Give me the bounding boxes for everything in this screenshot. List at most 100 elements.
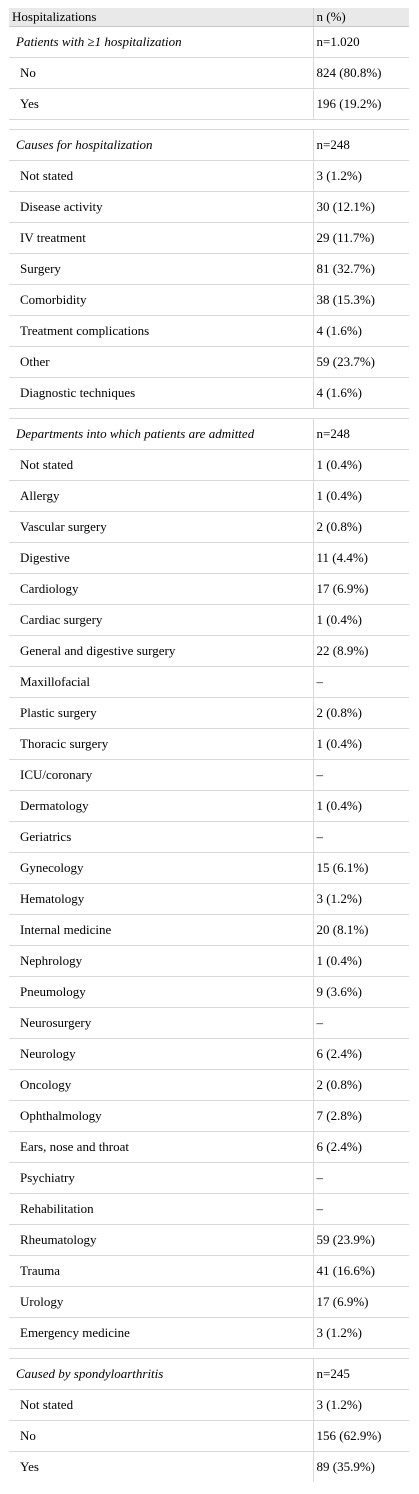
header-value: n (%) xyxy=(312,8,409,27)
row-label: Gynecology xyxy=(9,852,313,884)
row-value: 9 (3.6%) xyxy=(312,976,409,1008)
table-row: Thoracic surgery 1 (0.4%) xyxy=(9,728,409,760)
row-label: Allergy xyxy=(9,480,313,512)
section-header-row: Departments into which patients are admi… xyxy=(9,418,409,450)
row-label: Urology xyxy=(9,1286,313,1318)
row-value: 1 (0.4%) xyxy=(312,945,409,977)
section-header-row: Caused by spondyloarthritis n=245 xyxy=(9,1358,409,1390)
row-label: Nephrology xyxy=(9,945,313,977)
row-value: – xyxy=(312,666,409,698)
spacer-cell xyxy=(313,1348,409,1359)
row-value: 2 (0.8%) xyxy=(312,511,409,543)
row-value: 17 (6.9%) xyxy=(312,573,409,605)
row-label: No xyxy=(9,1420,313,1452)
table-row: Diagnostic techniques 4 (1.6%) xyxy=(9,377,409,409)
row-label: Rehabilitation xyxy=(9,1193,313,1225)
row-value: – xyxy=(312,1193,409,1225)
section-count: n=248 xyxy=(312,418,409,450)
row-value: 3 (1.2%) xyxy=(312,1389,409,1421)
table-row: Rehabilitation – xyxy=(9,1193,409,1225)
row-value: 1 (0.4%) xyxy=(312,790,409,822)
table-row: Neurosurgery – xyxy=(9,1007,409,1039)
row-value: 196 (19.2%) xyxy=(312,88,409,120)
row-label: Ears, nose and throat xyxy=(9,1131,313,1163)
row-value: 3 (1.2%) xyxy=(312,160,409,192)
row-label: Plastic surgery xyxy=(9,697,313,729)
hospitalizations-table: Hospitalizations n (%) Patients with ≥1 … xyxy=(9,8,409,1482)
table-row: Cardiac surgery 1 (0.4%) xyxy=(9,604,409,636)
table-row: Not stated 3 (1.2%) xyxy=(9,160,409,192)
table-row: Geriatrics – xyxy=(9,821,409,853)
row-label: Not stated xyxy=(9,160,313,192)
row-value: 156 (62.9%) xyxy=(312,1420,409,1452)
table-row: Comorbidity 38 (15.3%) xyxy=(9,284,409,316)
row-value: 89 (35.9%) xyxy=(312,1451,409,1482)
table-row: General and digestive surgery 22 (8.9%) xyxy=(9,635,409,667)
row-value: – xyxy=(312,821,409,853)
section-title: Caused by spondyloarthritis xyxy=(9,1358,313,1390)
row-label: Cardiology xyxy=(9,573,313,605)
row-label: Not stated xyxy=(9,1389,313,1421)
section-spacer xyxy=(9,408,409,419)
section-title: Patients with ≥1 hospitalization xyxy=(9,26,313,58)
table-row: Rheumatology 59 (23.9%) xyxy=(9,1224,409,1256)
table-row: IV treatment 29 (11.7%) xyxy=(9,222,409,254)
row-value: 17 (6.9%) xyxy=(312,1286,409,1318)
row-label: Pneumology xyxy=(9,976,313,1008)
spacer-cell xyxy=(9,119,313,130)
row-value: 22 (8.9%) xyxy=(312,635,409,667)
table-row: ICU/coronary – xyxy=(9,759,409,791)
row-value: 20 (8.1%) xyxy=(312,914,409,946)
table-row: Digestive 11 (4.4%) xyxy=(9,542,409,574)
row-label: Neurology xyxy=(9,1038,313,1070)
row-value: 81 (32.7%) xyxy=(312,253,409,285)
row-value: 3 (1.2%) xyxy=(312,883,409,915)
row-label: Surgery xyxy=(9,253,313,285)
table-row: Ears, nose and throat 6 (2.4%) xyxy=(9,1131,409,1163)
table-row: Psychiatry – xyxy=(9,1162,409,1194)
section-spacer xyxy=(9,119,409,130)
section-title: Departments into which patients are admi… xyxy=(9,418,313,450)
row-label: Maxillofacial xyxy=(9,666,313,698)
row-value: 41 (16.6%) xyxy=(312,1255,409,1287)
spacer-cell xyxy=(313,119,409,130)
table-row: Yes 89 (35.9%) xyxy=(9,1451,409,1482)
table-row: Gynecology 15 (6.1%) xyxy=(9,852,409,884)
spacer-cell xyxy=(9,408,313,419)
row-value: 2 (0.8%) xyxy=(312,1069,409,1101)
row-label: Yes xyxy=(20,1459,39,1474)
row-value: 1 (0.4%) xyxy=(312,728,409,760)
row-value: 29 (11.7%) xyxy=(312,222,409,254)
row-label: Treatment complications xyxy=(9,315,313,347)
table-row: Disease activity 30 (12.1%) xyxy=(9,191,409,223)
section-title: Causes for hospitalization xyxy=(9,129,313,161)
table-row: Emergency medicine 3 (1.2%) xyxy=(9,1317,409,1349)
row-label: Not stated xyxy=(9,449,313,481)
spacer-cell xyxy=(9,1348,313,1359)
table-row: Allergy 1 (0.4%) xyxy=(9,480,409,512)
row-value: 30 (12.1%) xyxy=(312,191,409,223)
row-label: Comorbidity xyxy=(9,284,313,316)
row-label: Yes xyxy=(9,88,313,120)
row-value: – xyxy=(312,1007,409,1039)
section-header-row: Causes for hospitalization n=248 xyxy=(9,129,409,161)
row-value: 59 (23.7%) xyxy=(312,346,409,378)
row-label: Diagnostic techniques xyxy=(9,377,313,409)
table-row: Pneumology 9 (3.6%) xyxy=(9,976,409,1008)
row-value: – xyxy=(312,759,409,791)
table-row: No 824 (80.8%) xyxy=(9,57,409,89)
table-row: Hematology 3 (1.2%) xyxy=(9,883,409,915)
row-label: Geriatrics xyxy=(9,821,313,853)
row-value: 7 (2.8%) xyxy=(312,1100,409,1132)
table-row: Not stated 1 (0.4%) xyxy=(9,449,409,481)
row-label: ICU/coronary xyxy=(9,759,313,791)
row-label: No xyxy=(9,57,313,89)
table-row: Urology 17 (6.9%) xyxy=(9,1286,409,1318)
table-body: Patients with ≥1 hospitalization n=1.020 N… xyxy=(9,26,409,1482)
row-label: IV treatment xyxy=(9,222,313,254)
table-row: Trauma 41 (16.6%) xyxy=(9,1255,409,1287)
table-header-row: Hospitalizations n (%) xyxy=(9,8,409,27)
table-row: Dermatology 1 (0.4%) xyxy=(9,790,409,822)
row-label: Digestive xyxy=(9,542,313,574)
